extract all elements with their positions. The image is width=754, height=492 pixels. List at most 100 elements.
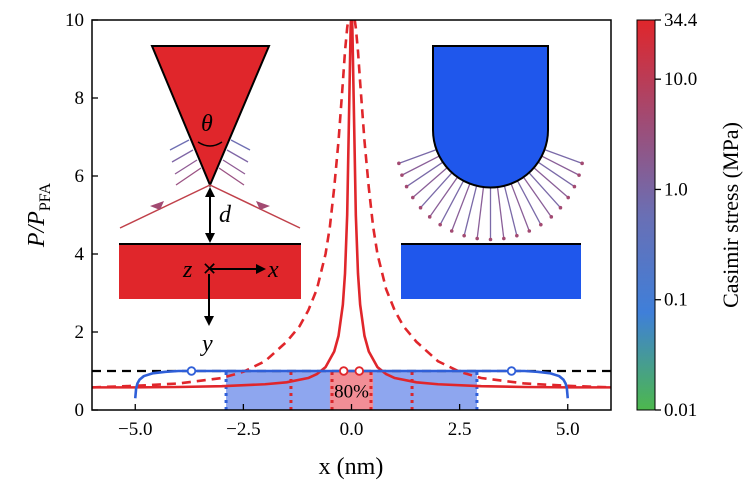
open-marker-1 — [506, 366, 517, 376]
colorbar-tick-label: 34.4 — [664, 10, 698, 31]
open-marker-3 — [354, 366, 364, 376]
y-axis-label: y — [200, 331, 213, 357]
sphere-arrowhead — [438, 222, 442, 227]
open-marker-2 — [339, 366, 349, 376]
sphere-arrowhead — [515, 233, 519, 238]
colorbar-tick-label: 10.0 — [664, 69, 697, 90]
y-axis-title: P/PPFA — [24, 182, 54, 248]
cone-stress-arrows — [169, 139, 251, 186]
y-tick-label: 2 — [75, 322, 85, 343]
x-axis-ticks: −5.0 −2.5 0.0 2.5 5.0 — [118, 404, 580, 440]
sphere-arrowhead — [397, 161, 401, 166]
y-tick-label: 8 — [75, 88, 85, 109]
sphere-arrow — [420, 172, 453, 209]
x-axis-label: x — [267, 257, 279, 283]
sphere-arrow — [429, 176, 459, 218]
series-layer — [92, 20, 611, 399]
sphere-arrow — [516, 180, 542, 225]
y-tick-label: 0 — [75, 400, 85, 421]
sphere-arrow — [541, 155, 580, 176]
colorbar-bar — [636, 19, 656, 411]
sphere-arrow — [510, 183, 530, 232]
sphere-arrowhead — [427, 215, 432, 219]
z-axis-label: z — [182, 257, 193, 283]
sphere-arrowhead — [502, 236, 506, 241]
sphere-arrowhead — [475, 236, 479, 241]
cone-tangent-right — [209, 184, 301, 229]
gap-label: d — [219, 202, 232, 228]
sphere-arrow — [476, 186, 485, 239]
sphere-arrowhead — [572, 184, 577, 189]
annotation-80-percent: 80% — [334, 381, 369, 402]
y-tick-label: 4 — [75, 244, 85, 265]
colorbar-ticks: 34.4 10.0 1.0 0.1 0.01 — [655, 10, 698, 421]
sphere-arrow — [537, 161, 575, 188]
hemisphere-shape — [432, 45, 549, 189]
sphere-arrow — [528, 172, 561, 209]
y-axis-title-main: P/P — [24, 211, 50, 248]
sphere-arrow — [412, 167, 448, 199]
sphere-arrowhead — [449, 229, 454, 233]
theta-label: θ — [201, 111, 213, 137]
sphere-arrowhead — [411, 195, 415, 200]
colorbar-tick-label: 0.1 — [664, 290, 688, 311]
y-axis-title-sub: PFA — [37, 182, 54, 211]
sphere-arrow — [401, 155, 440, 176]
shaded-regions — [226, 371, 477, 410]
colorbar-title: Casimir stress (MPa) — [718, 122, 743, 308]
sphere-arrowhead — [404, 184, 409, 189]
x-tick-label: −5.0 — [118, 419, 152, 440]
stress-arrowhead-left — [150, 201, 164, 210]
sphere-arrowhead — [539, 222, 543, 227]
angle-arc — [197, 141, 223, 147]
sphere-arrow — [406, 161, 444, 188]
series-cone-solid- — [92, 20, 611, 389]
sphere-arrowhead — [462, 233, 466, 238]
series-sphere-solid- — [133, 369, 570, 399]
x-tick-label: 0.0 — [340, 419, 364, 440]
open-markers — [186, 366, 517, 376]
colorbar: 34.4 10.0 1.0 0.1 0.01 Casimir stress (MPa) — [636, 10, 743, 421]
cone-region — [329, 371, 374, 410]
sphere-arrow — [522, 176, 552, 218]
cone-shape — [150, 45, 271, 188]
cone-tangent-left — [119, 184, 211, 229]
sphere-arrowhead — [577, 173, 581, 177]
sphere-arrowhead — [418, 205, 423, 210]
sphere-arrow — [503, 185, 518, 236]
x-tick-label: 5.0 — [556, 419, 580, 440]
origin-cross: ✕ — [202, 259, 217, 279]
stress-arrowhead-right — [256, 201, 270, 210]
open-marker-0 — [186, 366, 197, 376]
left-inset: θ d z ✕ x y — [119, 45, 301, 357]
sphere-arrowhead — [400, 173, 404, 177]
sphere-arrow — [496, 186, 505, 239]
colorbar-tick-label: 0.01 — [664, 400, 697, 421]
sphere-arrowhead — [566, 195, 570, 200]
sphere-arrowhead — [580, 161, 584, 166]
sphere-arrowhead — [527, 229, 532, 233]
sphere-arrowhead — [549, 215, 554, 219]
series-cone-dashed- — [92, 20, 611, 389]
x-axis-title: x (nm) — [319, 454, 384, 480]
x-tick-label: −2.5 — [226, 419, 260, 440]
right-inset — [397, 45, 584, 299]
sphere-arrowhead — [488, 237, 493, 242]
y-tick-label: 10 — [65, 10, 84, 31]
gap-arrow-head-bottom — [205, 233, 215, 243]
sphere-arrow — [463, 185, 478, 236]
sphere-arrowhead — [558, 205, 563, 210]
sphere-arrow — [451, 183, 471, 232]
sphere-arrow — [398, 149, 437, 164]
right-plate — [401, 244, 581, 299]
y-axis-ticks: 0 2 4 6 8 10 — [65, 10, 98, 421]
sphere-stress-arrows — [397, 149, 584, 242]
x-tick-label: 2.5 — [448, 419, 472, 440]
sphere-arrow — [544, 149, 583, 164]
sphere-arrow — [439, 180, 465, 225]
y-tick-label: 6 — [75, 166, 85, 187]
colorbar-tick-label: 1.0 — [664, 179, 688, 200]
gap-arrow-head-top — [205, 187, 215, 197]
sphere-arrow — [533, 167, 569, 199]
